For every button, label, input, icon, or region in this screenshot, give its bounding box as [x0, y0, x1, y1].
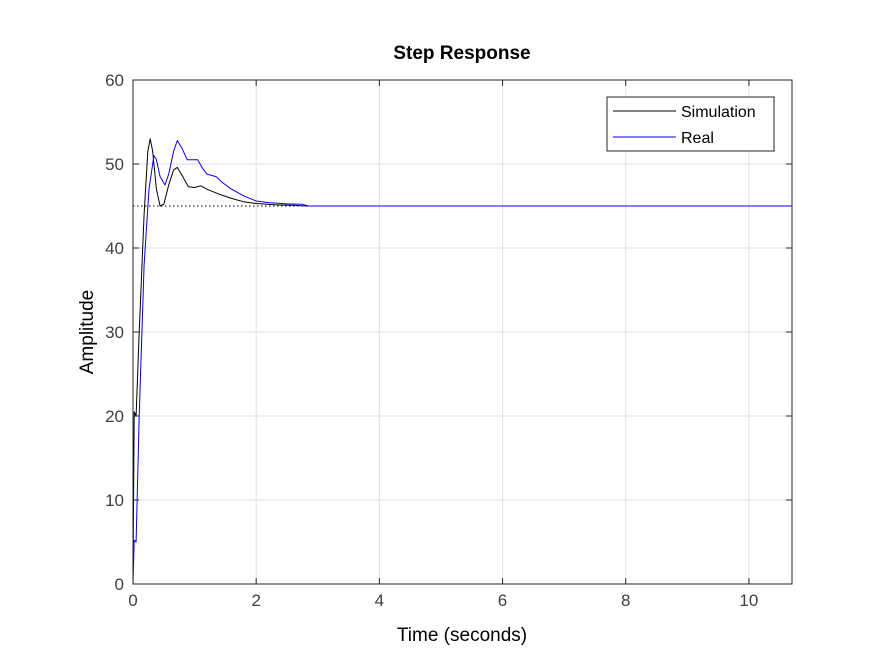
- x-axis-label: Time (seconds): [397, 625, 527, 646]
- series-layer: [132, 138, 792, 585]
- y-tick-label: 40: [105, 239, 124, 258]
- x-tick-label: 10: [739, 591, 758, 610]
- x-tick-label: 0: [128, 591, 137, 610]
- chart-title: Step Response: [393, 43, 530, 64]
- grid-lines: [133, 80, 792, 584]
- legend-box: [606, 96, 775, 152]
- legend[interactable]: Simulation Real: [606, 96, 775, 152]
- y-axis-label: Amplitude: [77, 290, 98, 375]
- x-tick-label: 6: [498, 591, 507, 610]
- x-tick-label: 4: [375, 591, 384, 610]
- legend-label-simulation: Simulation: [681, 104, 756, 121]
- y-tick-label: 20: [105, 407, 124, 426]
- y-tick-label: 60: [105, 71, 124, 90]
- axis-ticks: 0 2 4 6 8 10 0 10 20 30 40 50 60: [105, 71, 792, 610]
- y-tick-label: 0: [115, 575, 124, 594]
- x-tick-label: 2: [251, 591, 260, 610]
- y-tick-label: 50: [105, 155, 124, 174]
- x-tick-label: 8: [621, 591, 630, 610]
- y-tick-label: 30: [105, 323, 124, 342]
- legend-label-real: Real: [681, 130, 714, 147]
- series-line-real: [132, 140, 792, 585]
- series-line-simulation: [132, 138, 792, 585]
- y-tick-label: 10: [105, 491, 124, 510]
